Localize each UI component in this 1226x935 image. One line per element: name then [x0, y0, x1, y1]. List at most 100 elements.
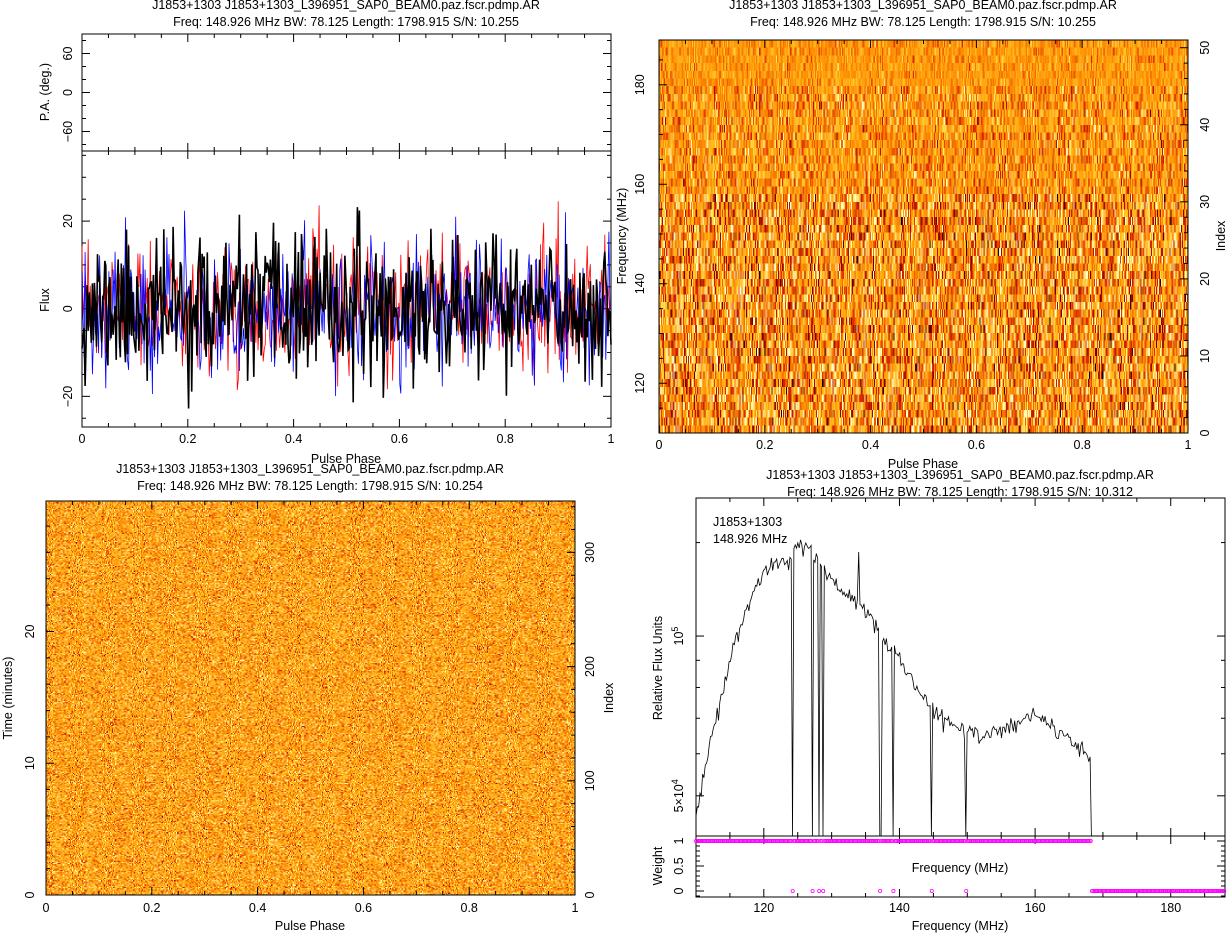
weight-point: [744, 839, 749, 844]
weight-point: [749, 839, 754, 844]
weight-point: [978, 839, 983, 844]
weight-point: [822, 839, 827, 844]
weight-point: [1119, 889, 1124, 894]
weight-point: [1198, 889, 1203, 894]
weight-point: [924, 839, 929, 844]
weight-point: [696, 839, 701, 844]
weight-point: [1104, 889, 1109, 894]
weight-point: [961, 839, 966, 844]
weight-point: [854, 839, 859, 844]
weight-point: [1182, 889, 1187, 894]
weight-point: [1087, 839, 1092, 844]
weight-point: [1076, 839, 1081, 844]
weight-point: [745, 839, 750, 844]
weight-point: [916, 839, 921, 844]
weight-point: [761, 839, 766, 844]
weight-point: [892, 839, 897, 844]
weight-point: [713, 839, 718, 844]
weight-point: [886, 839, 891, 844]
weight-point: [949, 839, 954, 844]
weight-point: [1058, 839, 1063, 844]
weight-point: [904, 839, 909, 844]
weight-point: [1193, 889, 1198, 894]
weight-point: [1031, 839, 1036, 844]
x-tick-label: 0.2: [756, 438, 773, 452]
weight-point: [1010, 839, 1015, 844]
weight-point: [1174, 889, 1179, 894]
y-tick-label: 0: [1198, 429, 1212, 436]
weight-point: [1086, 839, 1091, 844]
weight-point: [797, 839, 802, 844]
flux-ylabel: Flux: [38, 287, 52, 311]
weight-point: [887, 839, 892, 844]
weight-point: [1105, 889, 1110, 894]
time-phase-xlabel: Pulse Phase: [275, 919, 345, 933]
x-tick-label: 0.4: [285, 432, 302, 446]
weight-point: [899, 839, 904, 844]
weight-point: [1084, 839, 1089, 844]
x-tick-label: 0.8: [1074, 438, 1091, 452]
weight-point: [1099, 889, 1104, 894]
weight-point: [780, 839, 785, 844]
weight-point: [1189, 889, 1194, 894]
weight-point: [981, 839, 986, 844]
weight-point: [953, 839, 958, 844]
weight-point: [1013, 839, 1018, 844]
weight-point: [928, 839, 933, 844]
weight-point: [874, 839, 879, 844]
weight-point: [737, 839, 742, 844]
weight-point: [947, 839, 952, 844]
weight-point: [819, 839, 824, 844]
weight-point: [875, 839, 880, 844]
freq-phase-xlabel: Pulse Phase: [888, 457, 958, 471]
weight-point: [751, 839, 756, 844]
weight-point: [1197, 889, 1202, 894]
weight-point: [988, 839, 993, 844]
weight-point: [1137, 889, 1142, 894]
weight-point: [944, 839, 949, 844]
weight-point: [852, 839, 857, 844]
weight-point: [727, 839, 732, 844]
x-tick-label: 180: [1160, 901, 1181, 915]
weight-point: [943, 839, 948, 844]
weight-point: [1113, 889, 1118, 894]
weight-point: [1188, 889, 1193, 894]
weight-point: [1206, 889, 1211, 894]
y-tick-label: 20: [23, 624, 37, 638]
x-tick-label: 0.6: [968, 438, 985, 452]
weight-point: [984, 839, 989, 844]
weight-point: [935, 839, 940, 844]
y-tick-label: 30: [1198, 195, 1212, 209]
y-tick-label: 40: [1198, 118, 1212, 132]
weight-point: [794, 839, 799, 844]
weight-point: [769, 839, 774, 844]
weight-point: [731, 839, 736, 844]
weight-point: [724, 839, 729, 844]
weight-point: [858, 839, 863, 844]
weight-point: [837, 839, 842, 844]
weight-point: [1116, 889, 1121, 894]
y-tick-label: 0: [23, 891, 37, 898]
weight-point: [802, 839, 807, 844]
weight-point: [1029, 839, 1034, 844]
x-tick-label: 0.4: [862, 438, 879, 452]
y-tick-label: −60: [61, 121, 75, 142]
weight-point: [1063, 839, 1068, 844]
weight-point: [871, 839, 876, 844]
weight-point: [965, 839, 970, 844]
weight-point: [708, 839, 713, 844]
weight-point: [1192, 889, 1197, 894]
weight-point: [1136, 889, 1141, 894]
weight-point: [788, 839, 793, 844]
weight-point: [1139, 889, 1144, 894]
weight-point: [1049, 839, 1054, 844]
weight-point: [784, 839, 789, 844]
time-phase-frame: [45, 500, 576, 896]
y-tick-label: 60: [61, 47, 75, 61]
weight-point: [982, 839, 987, 844]
weight-point: [719, 839, 724, 844]
y-tick-label: 0: [61, 89, 75, 96]
frequency-phase-heatmap: [659, 40, 1188, 433]
weight-xlabel: Frequency (MHz): [912, 919, 1009, 933]
weight-point: [1141, 889, 1146, 894]
